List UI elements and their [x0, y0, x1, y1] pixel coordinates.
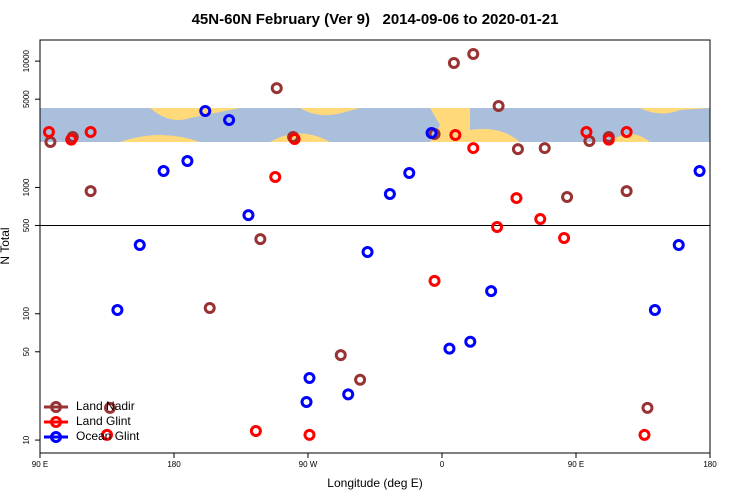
x-tick-label: 180	[167, 460, 181, 469]
data-point	[491, 221, 504, 234]
data-point	[133, 239, 146, 252]
x-axis-title: Longitude (deg E)	[327, 476, 422, 490]
plot-frame	[39, 39, 711, 454]
data-point	[249, 424, 262, 437]
y-tick-label: 500	[22, 218, 31, 232]
data-point	[638, 428, 651, 441]
data-point	[464, 335, 477, 348]
data-point	[342, 388, 355, 401]
data-point	[538, 142, 551, 155]
data-point	[303, 428, 316, 441]
legend-marker	[50, 431, 62, 443]
data-point	[223, 113, 236, 126]
y-tick-label: 100	[22, 307, 31, 321]
data-point	[269, 170, 282, 183]
data-point	[334, 349, 347, 362]
data-point	[492, 100, 505, 113]
data-point	[443, 342, 456, 355]
data-point	[111, 304, 124, 317]
legend-label: Ocean Glint	[76, 429, 140, 443]
y-axis-title: N Total	[0, 227, 12, 264]
data-point	[620, 185, 633, 198]
data-point	[641, 401, 654, 414]
data-point	[428, 274, 441, 287]
y-tick-label: 1000	[22, 178, 31, 196]
data-point	[672, 239, 685, 252]
data-point	[84, 125, 97, 138]
y-tick-label: 50	[22, 347, 31, 356]
data-point	[425, 126, 438, 139]
x-tick-label: 90 E	[568, 460, 584, 469]
data-point	[403, 167, 416, 180]
data-point	[510, 192, 523, 205]
data-point	[620, 125, 633, 138]
data-point	[157, 164, 170, 177]
data-point	[181, 154, 194, 167]
data-point	[383, 188, 396, 201]
data-point	[534, 213, 547, 226]
data-point	[361, 246, 374, 259]
x-tick-label: 90 W	[299, 460, 318, 469]
data-point	[449, 129, 462, 142]
x-tick-label: 180	[703, 460, 717, 469]
data-point	[467, 47, 480, 60]
y-tick-label: 10000	[22, 49, 31, 72]
data-point	[84, 185, 97, 198]
x-tick-label: 0	[440, 460, 445, 469]
legend-marker	[50, 401, 62, 413]
x-tick-label: 90 E	[32, 460, 48, 469]
legend-marker	[50, 416, 62, 428]
data-point	[447, 57, 460, 70]
legend-label: Land Nadir	[76, 399, 135, 413]
data-point	[288, 132, 301, 145]
data-point	[242, 209, 255, 222]
map-ocean	[40, 108, 440, 142]
data-point	[300, 396, 313, 409]
data-point	[467, 142, 480, 155]
data-point	[303, 372, 316, 385]
chart-title: 45N-60N February (Ver 9) 2014-09-06 to 2…	[192, 11, 559, 28]
data-point	[354, 373, 367, 386]
data-point	[65, 133, 78, 146]
data-point	[561, 191, 574, 204]
data-point	[485, 285, 498, 298]
map-ocean	[470, 108, 710, 142]
y-tick-label: 10	[22, 435, 31, 444]
map-strip	[40, 108, 710, 142]
data-point	[103, 401, 116, 414]
data-point	[270, 82, 283, 95]
data-point	[558, 231, 571, 244]
y-tick-label: 5000	[22, 90, 31, 108]
data-point	[693, 164, 706, 177]
data-point	[203, 302, 216, 315]
data-point	[199, 104, 212, 117]
data-point	[580, 125, 593, 138]
data-point	[648, 304, 661, 317]
data-point	[254, 233, 267, 246]
legend-label: Land Glint	[76, 414, 131, 428]
data-point	[101, 428, 113, 441]
data-point	[602, 133, 615, 146]
data-point	[42, 125, 55, 138]
data-point	[511, 143, 524, 156]
